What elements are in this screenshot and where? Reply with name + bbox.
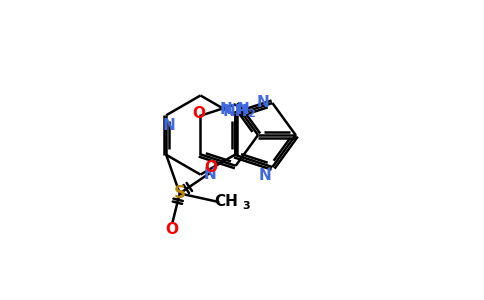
Text: O: O [192,106,205,121]
Text: S: S [174,184,186,202]
Text: CH: CH [214,194,238,209]
Text: O: O [204,160,217,175]
Text: N: N [162,118,175,134]
Text: 3: 3 [242,201,250,211]
Text: N: N [220,102,232,117]
Text: N: N [259,168,272,183]
Text: N: N [204,167,216,182]
Text: N: N [257,94,269,110]
Text: N: N [237,102,250,117]
Text: 2: 2 [247,109,255,119]
Text: NH: NH [223,104,248,119]
Text: O: O [165,222,178,237]
